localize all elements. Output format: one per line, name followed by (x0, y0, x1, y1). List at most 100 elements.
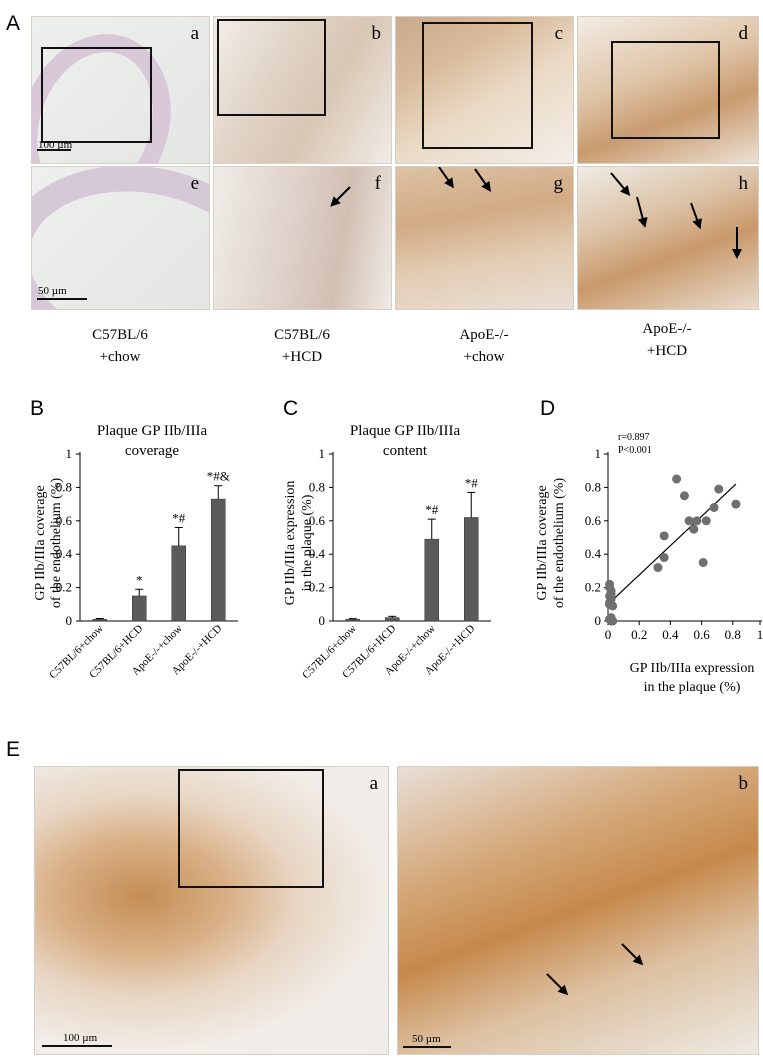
micrograph-h: h (577, 166, 759, 310)
arrow-g-2 (474, 168, 491, 191)
chart-d-point (606, 614, 616, 624)
sub-label-e-a: a (369, 773, 378, 794)
arrow-e-b-2 (546, 973, 568, 995)
chart-d-xtick-label: 0.4 (662, 627, 679, 642)
chart-c-significance-label: *# (425, 502, 439, 517)
chart-d-point (701, 516, 711, 526)
panel-c-letter: C (283, 397, 299, 420)
zoom-box-c (422, 22, 533, 149)
condition-3-line-2: +chow (463, 348, 505, 365)
chart-b-bar (132, 595, 147, 622)
chart-b-ytick-label: 0.4 (56, 546, 73, 561)
micrograph-b: b (213, 16, 392, 164)
micrograph-e-a: a 100 µm (34, 766, 389, 1055)
condition-label-4: ApoE-/- +HCD (592, 319, 742, 363)
chart-d-ytick-label: 0.6 (585, 513, 602, 528)
scale-label-a: 100 µm (38, 139, 73, 151)
sub-label-e-b: b (738, 773, 749, 794)
condition-label-2: C57BL/6 +HCD (227, 325, 377, 369)
chart-b-bar (211, 498, 226, 622)
sub-label-g: g (553, 173, 564, 194)
chart-d-point (659, 531, 669, 541)
chart-d-ytick-label: 0.8 (585, 479, 601, 494)
chart-d-xtick-label: 1 (757, 627, 763, 642)
chart-c-title-2: content (383, 443, 428, 459)
sub-label-h: h (738, 173, 749, 194)
chart-d-xtick-label: 0.8 (725, 627, 741, 642)
condition-2-line-1: C57BL/6 (274, 327, 330, 343)
chart-d-point (731, 499, 741, 509)
condition-label-1: C57BL/6 +chow (45, 325, 195, 369)
chart-d-ytick-label: 0 (595, 613, 602, 628)
arrow-h-3 (690, 202, 701, 228)
chart-d-ytick-label: 0.4 (585, 546, 602, 561)
chart-b-ytick-label: 0.6 (56, 513, 73, 528)
chart-d-point (659, 553, 669, 563)
chart-d-point (692, 516, 702, 526)
chart-d-point (714, 484, 724, 494)
chart-c-ytick-label: 0.8 (309, 479, 325, 494)
chart-d-point (672, 474, 682, 484)
panel-b-letter: B (30, 397, 45, 420)
chart-d-point (689, 524, 699, 534)
panel-d-letter: D (540, 397, 556, 420)
chart-d-point (709, 502, 719, 512)
chart-d-xtick-label: 0.6 (693, 627, 710, 642)
chart-d-plot: 0 0.2 0.4 0.6 0.8 1 0 0.2 0.4 0.6 0.8 1 (585, 446, 763, 642)
chart-d-ytick-label: 1 (595, 446, 602, 461)
chart-b-plot: 00.20.40.60.81C57BL/6+chow*C57BL/6+HCD*#… (47, 446, 238, 681)
chart-d-point (605, 598, 615, 608)
chart-b-bar (171, 545, 186, 622)
chart-d-xlabel-2: in the plaque (%) (644, 680, 741, 695)
scale-label-e: 50 µm (38, 285, 67, 297)
chart-d: GP IIb/IIIa coverage of the endothelium … (535, 432, 763, 695)
arrow-h-2 (636, 196, 646, 227)
chart-c-ytick-label: 0 (319, 613, 326, 628)
scale-bar-e-b (403, 1046, 451, 1048)
condition-1-line-2: +chow (99, 348, 141, 365)
chart-b-ylabel-1: GP IIb/IIIa coverage (33, 485, 48, 600)
chart-d-xtick-label: 0.2 (631, 627, 647, 642)
chart-d-point (684, 516, 694, 526)
chart-b: Plaque GP IIb/IIIa coverage GP IIb/IIIa … (33, 423, 238, 681)
chart-c-significance-label: *# (465, 475, 479, 490)
chart-d-ytick-label: 0.2 (585, 580, 601, 595)
chart-c: Plaque GP IIb/IIIa content GP IIb/IIIa e… (283, 423, 491, 681)
condition-4-line-1: ApoE-/- (642, 321, 692, 337)
chart-d-point (606, 589, 616, 599)
scale-bar-e-a (42, 1045, 112, 1047)
chart-d-xlabel-1: GP IIb/IIIa expression (630, 661, 755, 676)
sub-label-b: b (371, 23, 382, 44)
condition-2-line-2: +HCD (281, 348, 323, 365)
sub-label-a: a (190, 23, 199, 44)
arrow-h-4 (732, 227, 742, 259)
chart-d-xtick-label: 0 (605, 627, 612, 642)
zoom-box-a (41, 47, 152, 143)
arrow-e-b-1 (621, 943, 643, 965)
chart-b-ytick-label: 0.2 (56, 580, 72, 595)
chart-d-trendline (607, 483, 737, 605)
chart-d-point (679, 491, 689, 501)
chart-c-ytick-label: 1 (319, 446, 326, 461)
chart-d-stat-r: r=0.897 (618, 432, 649, 443)
chart-d-point (653, 563, 663, 573)
micrograph-e: e 50 µm (31, 166, 210, 310)
micrograph-d: d (577, 16, 759, 164)
sub-label-f: f (374, 173, 381, 194)
chart-c-bar (345, 619, 360, 622)
chart-d-point (698, 558, 708, 568)
chart-b-title-1: Plaque GP IIb/IIIa (97, 423, 208, 439)
chart-c-bar (424, 538, 439, 622)
scale-bar-a (37, 149, 71, 151)
chart-c-ylabel-1: GP IIb/IIIa expression (283, 481, 298, 606)
zoom-box-e-a (178, 769, 324, 888)
zoom-box-d (611, 41, 720, 139)
chart-b-bar (92, 619, 107, 622)
chart-c-bar (385, 617, 400, 622)
condition-1-line-1: C57BL/6 (92, 327, 148, 343)
chart-d-ylabel-2: of the endothelium (%) (552, 478, 567, 609)
chart-d-stat-p: P<0.001 (618, 445, 652, 456)
chart-b-ytick-label: 0.8 (56, 479, 72, 494)
condition-3-line-1: ApoE-/- (459, 327, 509, 343)
scale-label-e-a: 100 µm (63, 1032, 98, 1044)
